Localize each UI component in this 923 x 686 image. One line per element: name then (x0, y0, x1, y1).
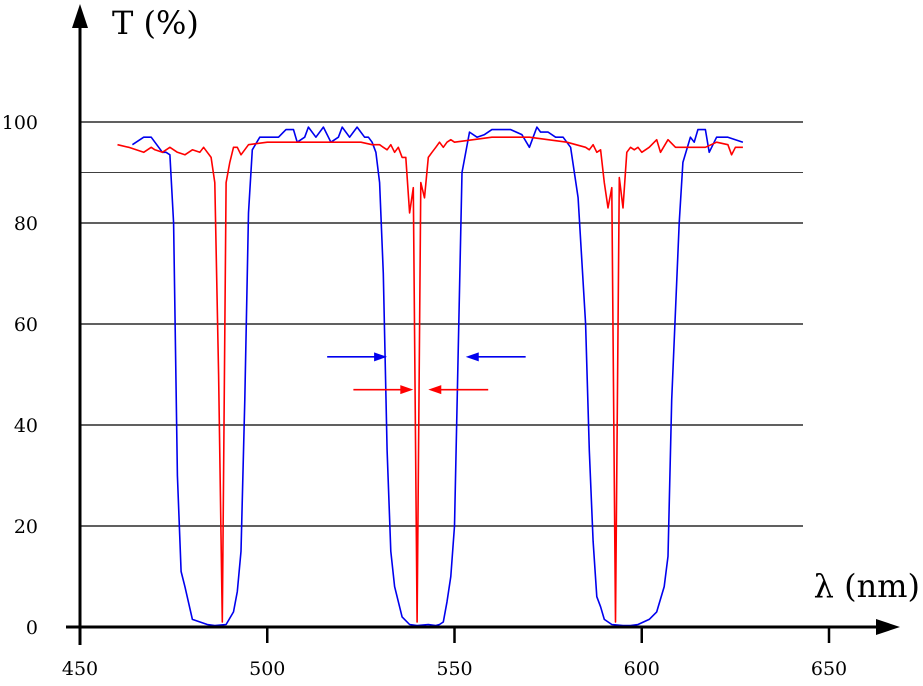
y-tick-label-20: 20 (14, 516, 38, 538)
arrow-right-2 (428, 385, 489, 395)
x-tick-label-450: 450 (62, 658, 98, 680)
y-axis-arrowhead (72, 4, 88, 28)
x-tick-label-600: 600 (624, 658, 660, 680)
y-tick-label-0: 0 (26, 617, 38, 639)
y-tick-label-40: 40 (14, 415, 38, 437)
arrow-left-2 (353, 385, 414, 395)
x-axis-title: λ (nm) (814, 567, 920, 605)
series-line-1 (131, 126, 744, 627)
y-axis-title: T (%) (112, 4, 199, 42)
axes (66, 4, 900, 645)
x-axis-arrowhead (876, 619, 900, 635)
x-tick-label-650: 650 (811, 658, 847, 680)
x-tick-label-500: 500 (249, 658, 285, 680)
series-line-2 (117, 136, 743, 623)
y-tick-label-80: 80 (14, 213, 38, 235)
width-arrows (327, 352, 526, 395)
arrow-left-1 (327, 352, 388, 362)
arrow-right-1 (465, 352, 526, 362)
data-series (117, 126, 744, 627)
grid-lines (80, 121, 803, 527)
y-tick-label-100: 100 (2, 112, 38, 134)
x-tick-label-550: 550 (436, 658, 472, 680)
y-tick-label-60: 60 (14, 314, 38, 336)
tick-labels: 450 500 550 600 650 0 20 40 60 80 100 (2, 112, 847, 680)
